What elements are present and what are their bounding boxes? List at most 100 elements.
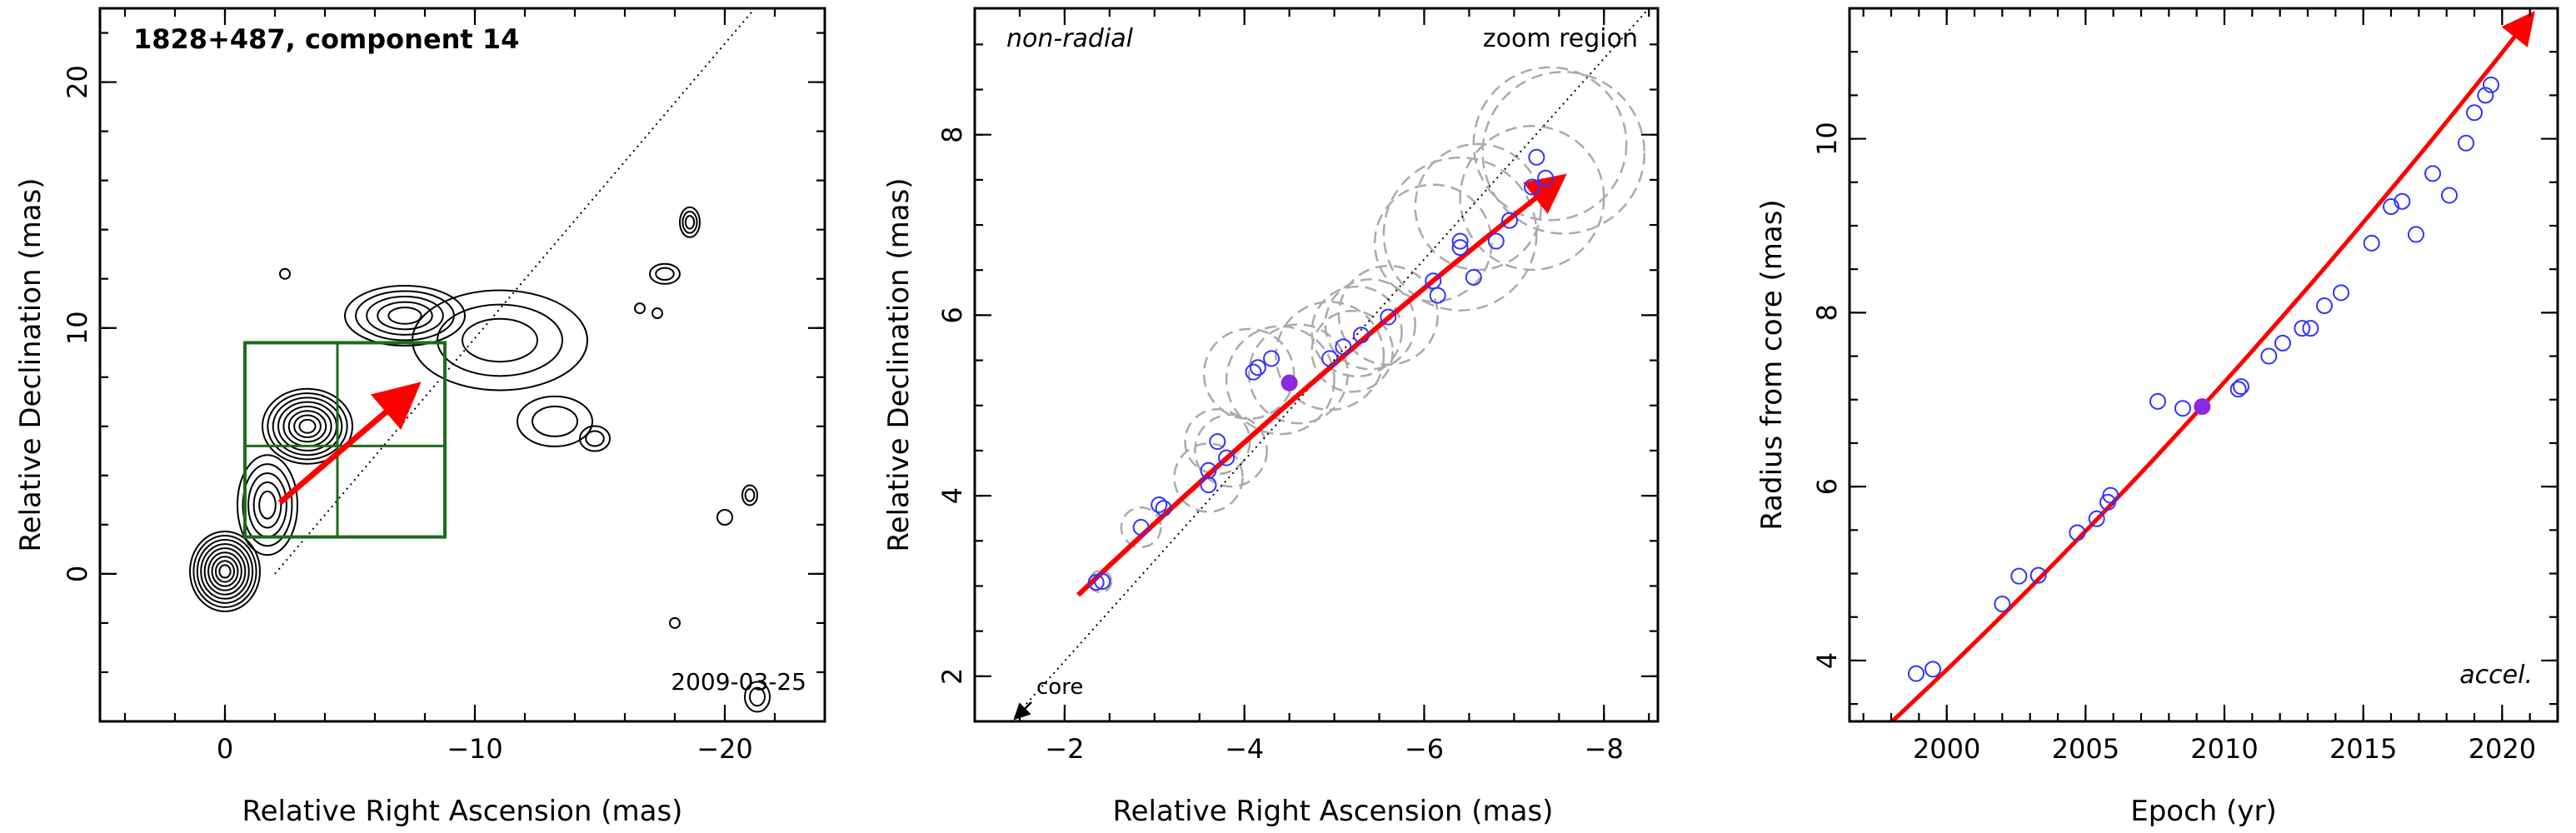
contour-level — [681, 210, 698, 234]
data-point — [2174, 400, 2191, 417]
data-point — [1218, 449, 1236, 466]
y-tick-label: 0 — [62, 566, 93, 582]
motion-arrow — [277, 382, 422, 505]
contour-level — [366, 296, 444, 336]
data-point — [2363, 234, 2380, 252]
zoom-region-label: zoom region — [1483, 24, 1638, 53]
y-tick-label: 8 — [1811, 304, 1843, 321]
data-point — [1925, 661, 1941, 678]
data-point — [1451, 239, 1469, 257]
panel-2-plot-area — [1010, 8, 1650, 721]
contour-level — [716, 509, 733, 526]
fwhm-circle — [1173, 442, 1244, 513]
data-point — [2302, 320, 2319, 337]
panel-2-y-label: Relative Declination (mas) — [882, 177, 916, 551]
contour-level — [684, 215, 696, 230]
panel-1-frame — [98, 7, 826, 723]
contour-level — [277, 401, 337, 451]
data-point — [1087, 574, 1105, 591]
panel-1-x-ticks: 0 −10 −20 — [123, 8, 826, 765]
contour-level — [282, 405, 332, 447]
x-tick-label: −4 — [1225, 733, 1264, 765]
fwhm-circle — [1225, 325, 1335, 436]
data-point — [2069, 524, 2086, 541]
panel-2-y-ticks: 2 4 6 8 — [936, 43, 1658, 723]
core-label: core — [1036, 675, 1083, 700]
contour-level — [412, 289, 588, 392]
data-point — [1155, 500, 1172, 517]
data-point — [2029, 566, 2047, 584]
data-point — [1249, 359, 1266, 377]
contour-level — [293, 414, 322, 439]
contour-level — [579, 425, 611, 452]
data-point — [1429, 287, 1446, 304]
y-tick-label: 2 — [936, 668, 968, 685]
contour-level — [272, 397, 343, 456]
x-tick-label: 2005 — [2052, 733, 2119, 765]
contour-level — [207, 551, 242, 591]
data-point — [1537, 169, 1555, 187]
panel-3-x-ticks: 2000 2005 2010 2015 2020 — [1862, 8, 2559, 765]
contour-level — [242, 463, 293, 547]
fwhm-circle — [1337, 264, 1439, 366]
data-point — [2394, 192, 2411, 210]
contour-level — [517, 395, 593, 447]
data-point — [1245, 363, 1262, 381]
x-tick-label: 2015 — [2329, 733, 2397, 765]
fwhm-circle — [1194, 413, 1268, 488]
panel-3-frame — [1848, 7, 2559, 723]
contour-level — [189, 530, 261, 612]
data-point — [1094, 573, 1111, 591]
contour-level — [741, 484, 758, 506]
contour-level — [203, 547, 247, 596]
x-tick-label: 2010 — [2190, 733, 2258, 765]
panel-2-title: non-radial — [1006, 24, 1134, 53]
data-point — [2260, 347, 2278, 365]
contour-level — [237, 454, 298, 556]
x-tick-label: −8 — [1585, 733, 1624, 765]
contour-level — [196, 539, 254, 604]
data-point — [1528, 148, 1545, 166]
contour-level — [744, 488, 756, 502]
fwhm-circle — [1310, 285, 1403, 378]
fwhm-circle — [1382, 156, 1538, 312]
data-point — [2294, 320, 2311, 337]
fwhm-circle — [1373, 183, 1493, 303]
y-tick-label: 6 — [936, 307, 968, 323]
x-tick-label: −10 — [447, 733, 503, 765]
panel-3-title: accel. — [2459, 661, 2533, 690]
data-point — [1151, 496, 1168, 513]
data-point — [2149, 392, 2166, 410]
data-point — [2408, 226, 2424, 243]
data-point — [2274, 334, 2291, 352]
zoom-grid — [243, 341, 447, 539]
contour-level — [437, 303, 563, 377]
x-tick-label: 2000 — [1913, 733, 1980, 765]
panel-3-plot-area — [1889, 11, 2535, 721]
data-point — [2466, 104, 2483, 122]
x-tick-label: 2020 — [2469, 733, 2536, 765]
position-points — [1087, 148, 1555, 591]
contour-level — [532, 405, 578, 437]
y-tick-label: 4 — [936, 487, 968, 504]
y-tick-label: 10 — [62, 311, 93, 345]
y-tick-label: 4 — [1811, 652, 1843, 669]
contour-level — [655, 267, 675, 281]
contour-map — [189, 206, 771, 713]
contour-level — [279, 267, 291, 280]
contour-level — [252, 481, 282, 529]
x-tick-label: −6 — [1405, 733, 1444, 765]
data-point — [2477, 87, 2494, 104]
contour-level — [214, 560, 236, 583]
contour-level — [744, 681, 771, 713]
contour-level — [298, 418, 317, 434]
trajectory-line — [274, 8, 756, 575]
zoom-box — [243, 341, 447, 539]
panel-3-x-label: Epoch (yr) — [2130, 795, 2277, 828]
contour-level — [344, 284, 466, 347]
data-point — [2099, 493, 2116, 511]
panel-2-frame — [973, 7, 1660, 723]
panel-1-title: 1828+487, component 14 — [133, 23, 519, 55]
radius-points — [1908, 76, 2499, 682]
